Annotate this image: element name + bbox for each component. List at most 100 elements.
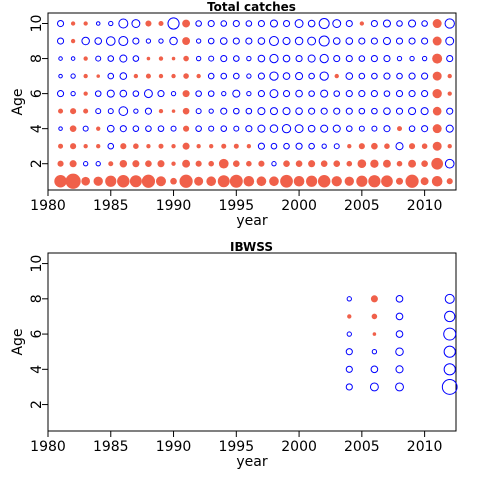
negative-residual-bubble [443, 327, 457, 341]
negative-residual-bubble [257, 72, 265, 80]
negative-residual-bubble [395, 37, 404, 45]
negative-residual-bubble [443, 363, 456, 376]
positive-residual-bubble [146, 56, 151, 61]
negative-residual-bubble [269, 19, 278, 28]
positive-residual-bubble [232, 160, 240, 168]
positive-residual-bubble [183, 125, 190, 132]
negative-residual-bubble [257, 37, 266, 45]
negative-residual-bubble [220, 55, 228, 63]
negative-residual-bubble [283, 142, 290, 150]
positive-residual-bubble [370, 295, 378, 303]
negative-residual-bubble [444, 293, 455, 304]
x-tick-label: 1995 [218, 439, 254, 455]
positive-residual-bubble [229, 174, 243, 188]
negative-residual-bubble [294, 36, 304, 46]
positive-residual-bubble [397, 126, 403, 132]
positive-residual-bubble [218, 158, 229, 169]
negative-residual-bubble [345, 383, 353, 391]
negative-residual-bubble [370, 365, 379, 374]
y-tick-label: 8 [29, 54, 45, 63]
negative-residual-bubble [70, 56, 76, 61]
negative-residual-bubble [408, 107, 417, 116]
negative-residual-bubble [233, 125, 240, 132]
negative-residual-bubble [207, 19, 215, 28]
positive-residual-bubble [431, 157, 444, 170]
positive-residual-bubble [432, 53, 443, 64]
positive-residual-bubble [368, 175, 381, 188]
positive-residual-bubble [372, 332, 377, 336]
x-tick-label: 1980 [30, 198, 66, 214]
negative-residual-bubble [167, 17, 180, 30]
negative-residual-bubble [383, 55, 391, 63]
negative-residual-bubble [307, 54, 316, 63]
positive-residual-bubble [420, 177, 429, 186]
positive-residual-bubble [182, 107, 190, 115]
negative-residual-bubble [421, 55, 428, 62]
x-tick-label: 2010 [407, 439, 443, 455]
negative-residual-bubble [282, 107, 291, 116]
positive-residual-bubble [171, 144, 176, 149]
negative-residual-bubble [245, 37, 253, 45]
positive-residual-bubble [258, 160, 265, 167]
negative-residual-bubble [119, 72, 128, 80]
negative-residual-bubble [118, 36, 129, 47]
y-tick-label: 6 [29, 89, 45, 98]
negative-residual-bubble [219, 37, 228, 45]
positive-residual-bubble [421, 160, 428, 168]
negative-residual-bubble [245, 20, 253, 27]
negative-residual-bubble [144, 107, 152, 115]
negative-residual-bubble [444, 158, 455, 169]
negative-residual-bubble [95, 108, 102, 115]
positive-residual-bubble [145, 20, 152, 27]
positive-residual-bubble [381, 175, 393, 188]
positive-residual-bubble [395, 177, 404, 185]
negative-residual-bubble [396, 55, 403, 62]
positive-residual-bubble [347, 314, 352, 319]
negative-residual-bubble [220, 72, 228, 80]
positive-residual-bubble [371, 313, 378, 320]
negative-residual-bubble [332, 19, 342, 28]
negative-residual-bubble [257, 90, 265, 98]
x-tick-label: 1985 [93, 439, 129, 455]
negative-residual-bubble [145, 38, 152, 44]
positive-residual-bubble [155, 176, 166, 187]
positive-residual-bubble [145, 160, 152, 168]
negative-residual-bubble [421, 125, 429, 133]
negative-residual-bubble [246, 73, 252, 79]
y-axis-label: Age [10, 88, 26, 115]
negative-residual-bubble [58, 126, 63, 131]
negative-residual-bubble [371, 72, 378, 80]
positive-residual-bubble [182, 37, 191, 45]
bubble-layer [54, 17, 455, 189]
positive-residual-bubble [408, 159, 417, 168]
negative-residual-bubble [441, 379, 458, 395]
negative-residual-bubble [421, 20, 428, 27]
negative-residual-bubble [170, 125, 177, 132]
negative-residual-bubble [318, 35, 330, 47]
positive-residual-bubble [117, 174, 130, 188]
negative-residual-bubble [282, 72, 291, 80]
negative-residual-bubble [421, 90, 429, 98]
y-axis-ticks: 2 4 6 8 10 [29, 255, 48, 409]
positive-residual-bubble [133, 143, 139, 149]
negative-residual-bubble [307, 36, 317, 46]
negative-residual-bubble [395, 330, 404, 338]
negative-residual-bubble [333, 143, 340, 150]
positive-residual-bubble [83, 56, 88, 61]
negative-residual-bubble [408, 37, 416, 45]
negative-residual-bubble [95, 55, 102, 62]
negative-residual-bubble [383, 90, 391, 97]
positive-residual-bubble [195, 160, 202, 167]
positive-residual-bubble [334, 73, 339, 79]
negative-residual-bubble [444, 18, 455, 29]
negative-residual-bubble [132, 55, 140, 62]
negative-residual-bubble [195, 108, 202, 115]
negative-residual-bubble [81, 36, 90, 46]
positive-residual-bubble [370, 159, 379, 168]
positive-residual-bubble [171, 56, 176, 61]
negative-residual-bubble [345, 90, 353, 98]
negative-residual-bubble [268, 36, 279, 47]
positive-residual-bubble [70, 108, 77, 115]
positive-residual-bubble [256, 176, 267, 187]
negative-residual-bubble [269, 71, 279, 81]
